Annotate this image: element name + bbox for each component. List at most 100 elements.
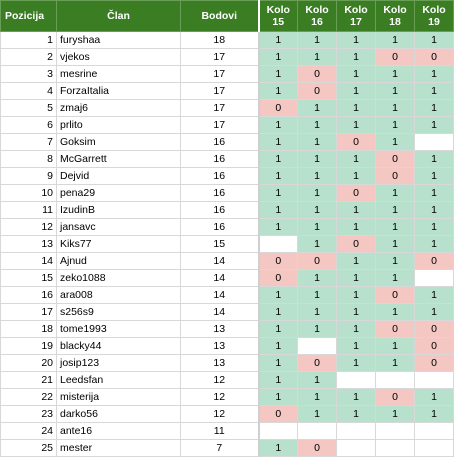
position-cell: 6 bbox=[0, 116, 57, 134]
member-name-cell: vjekos bbox=[56, 48, 181, 66]
score-cell-kolo-18: 1 bbox=[375, 252, 415, 270]
position-cell: 15 bbox=[0, 269, 57, 287]
header-kolo-16: Kolo 16 bbox=[297, 0, 337, 32]
table-row: 6 prlito 17 1 1 1 1 1 bbox=[0, 116, 454, 134]
score-cell-kolo-19: 1 bbox=[414, 218, 454, 236]
score-cell-kolo-17: 1 bbox=[336, 388, 376, 406]
score-cell-kolo-15: 1 bbox=[258, 167, 298, 185]
position-cell: 16 bbox=[0, 286, 57, 304]
member-name-cell: Dejvid bbox=[56, 167, 181, 185]
score-cell-kolo-16: 0 bbox=[297, 65, 337, 83]
table-row: 11 IzudinB 16 1 1 1 1 1 bbox=[0, 201, 454, 219]
score-cell-kolo-19: 0 bbox=[414, 320, 454, 338]
score-cell-kolo-17: 1 bbox=[336, 320, 376, 338]
score-cell-kolo-17: 0 bbox=[336, 133, 376, 151]
position-cell: 3 bbox=[0, 65, 57, 83]
score-cell-kolo-17: 1 bbox=[336, 286, 376, 304]
score-cell-kolo-19: 1 bbox=[414, 167, 454, 185]
header-clan: Član bbox=[56, 0, 181, 32]
score-cell-kolo-16: 1 bbox=[297, 167, 337, 185]
score-cell-kolo-18: 1 bbox=[375, 218, 415, 236]
score-cell-kolo-19: 1 bbox=[414, 31, 454, 49]
score-cell-kolo-18: 1 bbox=[375, 337, 415, 355]
score-cell-kolo-18: 1 bbox=[375, 405, 415, 423]
member-name-cell: ante16 bbox=[56, 422, 181, 440]
score-cell-kolo-16: 1 bbox=[297, 320, 337, 338]
score-cell-kolo-18: 1 bbox=[375, 65, 415, 83]
member-name-cell: IzudinB bbox=[56, 201, 181, 219]
score-cell-kolo-17: 1 bbox=[336, 82, 376, 100]
score-cell-kolo-15: 1 bbox=[258, 320, 298, 338]
score-cell-kolo-18: 1 bbox=[375, 31, 415, 49]
score-cell-kolo-16: 1 bbox=[297, 388, 337, 406]
header-row: Pozicija Član Bodovi Kolo 15 Kolo 16 Kolo 1… bbox=[0, 0, 454, 32]
score-cell-kolo-17: 1 bbox=[336, 303, 376, 321]
score-cell-kolo-16: 1 bbox=[297, 116, 337, 134]
score-cell-kolo-19: 1 bbox=[414, 405, 454, 423]
points-cell: 14 bbox=[180, 269, 260, 287]
score-cell-kolo-15: 1 bbox=[258, 82, 298, 100]
score-cell-kolo-18: 1 bbox=[375, 184, 415, 202]
member-name-cell: mesrine bbox=[56, 65, 181, 83]
table-row: 19 blacky44 13 1 1 1 0 bbox=[0, 337, 454, 355]
score-cell-kolo-17: 1 bbox=[336, 354, 376, 372]
points-cell: 7 bbox=[180, 439, 260, 457]
score-cell-kolo-15: 0 bbox=[258, 405, 298, 423]
score-cell-kolo-15: 1 bbox=[258, 371, 298, 389]
table-row: 23 darko56 12 0 1 1 1 1 bbox=[0, 405, 454, 423]
score-cell-kolo-19 bbox=[414, 371, 454, 389]
score-cell-kolo-16: 1 bbox=[297, 218, 337, 236]
score-cell-kolo-17: 1 bbox=[336, 201, 376, 219]
points-cell: 17 bbox=[180, 48, 260, 66]
score-cell-kolo-19 bbox=[414, 439, 454, 457]
score-cell-kolo-15: 1 bbox=[258, 133, 298, 151]
table-row: 13 Kiks77 15 1 0 1 1 bbox=[0, 235, 454, 253]
position-cell: 10 bbox=[0, 184, 57, 202]
position-cell: 14 bbox=[0, 252, 57, 270]
score-cell-kolo-15: 1 bbox=[258, 184, 298, 202]
score-cell-kolo-19: 1 bbox=[414, 82, 454, 100]
score-cell-kolo-18: 1 bbox=[375, 235, 415, 253]
score-cell-kolo-19: 1 bbox=[414, 99, 454, 117]
member-name-cell: ForzaItalia bbox=[56, 82, 181, 100]
points-cell: 17 bbox=[180, 82, 260, 100]
score-cell-kolo-18: 0 bbox=[375, 150, 415, 168]
member-name-cell: Ajnud bbox=[56, 252, 181, 270]
member-name-cell: mester bbox=[56, 439, 181, 457]
position-cell: 22 bbox=[0, 388, 57, 406]
score-cell-kolo-15: 0 bbox=[258, 252, 298, 270]
score-cell-kolo-19: 1 bbox=[414, 65, 454, 83]
header-bodovi: Bodovi bbox=[180, 0, 260, 32]
score-cell-kolo-16: 1 bbox=[297, 286, 337, 304]
table-row: 1 furyshaa 18 1 1 1 1 1 bbox=[0, 31, 454, 49]
score-cell-kolo-16: 1 bbox=[297, 48, 337, 66]
member-name-cell: zmaj6 bbox=[56, 99, 181, 117]
score-cell-kolo-16: 1 bbox=[297, 269, 337, 287]
score-cell-kolo-19: 1 bbox=[414, 150, 454, 168]
score-cell-kolo-16: 0 bbox=[297, 252, 337, 270]
member-name-cell: misterija bbox=[56, 388, 181, 406]
points-cell: 17 bbox=[180, 65, 260, 83]
member-name-cell: prlito bbox=[56, 116, 181, 134]
score-cell-kolo-16: 1 bbox=[297, 201, 337, 219]
score-cell-kolo-18 bbox=[375, 371, 415, 389]
position-cell: 4 bbox=[0, 82, 57, 100]
score-cell-kolo-17: 1 bbox=[336, 405, 376, 423]
score-cell-kolo-18: 1 bbox=[375, 201, 415, 219]
score-cell-kolo-19: 1 bbox=[414, 116, 454, 134]
points-cell: 12 bbox=[180, 388, 260, 406]
member-name-cell: zeko1088 bbox=[56, 269, 181, 287]
score-cell-kolo-16: 1 bbox=[297, 405, 337, 423]
table-row: 5 zmaj6 17 0 1 1 1 1 bbox=[0, 99, 454, 117]
points-cell: 16 bbox=[180, 133, 260, 151]
points-cell: 16 bbox=[180, 167, 260, 185]
points-cell: 12 bbox=[180, 371, 260, 389]
table-row: 22 misterija 12 1 1 1 0 1 bbox=[0, 388, 454, 406]
score-cell-kolo-18: 1 bbox=[375, 133, 415, 151]
points-cell: 12 bbox=[180, 405, 260, 423]
table-row: 3 mesrine 17 1 0 1 1 1 bbox=[0, 65, 454, 83]
points-cell: 14 bbox=[180, 252, 260, 270]
score-cell-kolo-18 bbox=[375, 439, 415, 457]
score-cell-kolo-19: 1 bbox=[414, 303, 454, 321]
